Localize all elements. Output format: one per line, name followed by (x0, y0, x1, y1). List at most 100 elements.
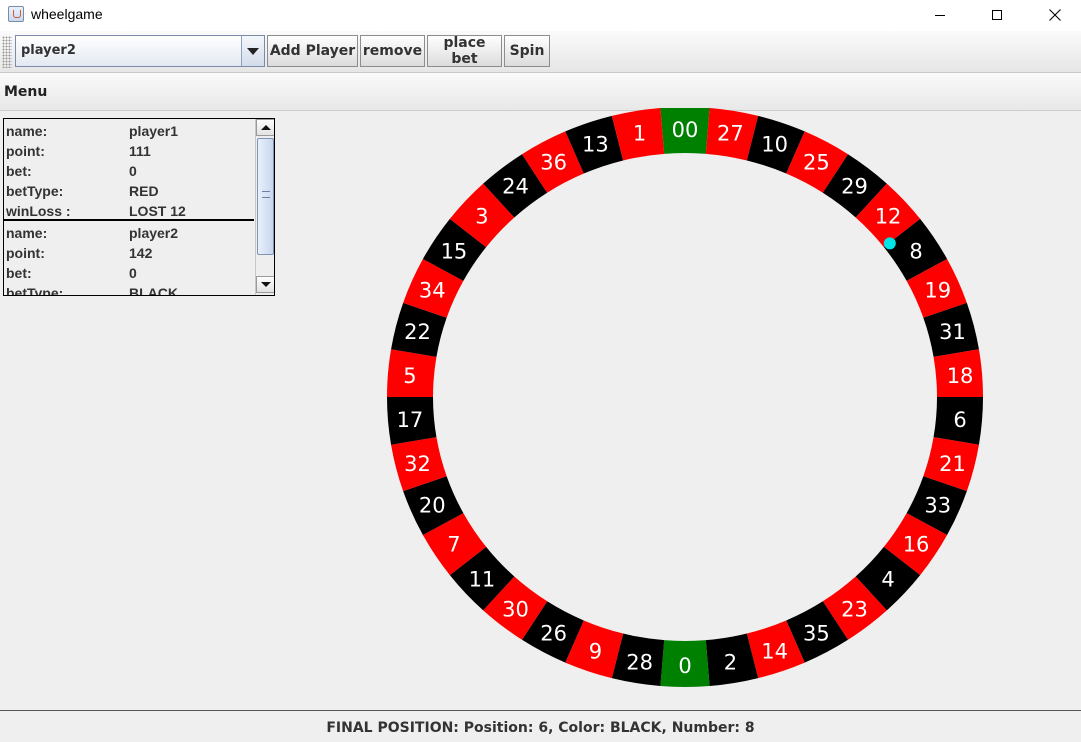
close-button[interactable] (1032, 0, 1078, 30)
wheel-number-label: 6 (953, 408, 966, 432)
maximize-button[interactable] (974, 0, 1020, 30)
bet-label: bet: (6, 265, 32, 281)
scroll-down-icon[interactable] (256, 276, 274, 293)
scroll-thumb[interactable] (257, 138, 274, 255)
wheel-pocket-12 (855, 183, 921, 248)
wheel-number-label: 20 (419, 494, 446, 518)
wheel-number-label: 15 (441, 239, 468, 263)
wheel-number-label: 12 (875, 204, 902, 228)
wheel-number-label: 0 (678, 654, 691, 678)
remove-button[interactable]: remove (360, 35, 425, 67)
wheel-number-label: 3 (475, 204, 488, 228)
player-winloss-row: winLoss : LOST 12 (6, 201, 252, 221)
scroll-up-icon[interactable] (256, 119, 274, 136)
wheel-pocket-3 (449, 183, 515, 248)
bettype-value: RED (129, 183, 159, 199)
wheel-pocket-14 (746, 620, 805, 679)
wheel-number-label: 13 (582, 133, 609, 157)
bettype-label: betType: (6, 183, 64, 199)
player-point-row: point: 142 (6, 243, 252, 263)
java-cup-icon (8, 6, 24, 22)
wheel-number-label: 30 (502, 597, 529, 621)
roulette-wheel: 00 27 102529128193118621331642335142028926… (387, 108, 983, 688)
wheel-number-label: 1 (633, 122, 646, 146)
wheel-number-label: 32 (404, 452, 431, 476)
player-select-value: player2 (21, 43, 76, 58)
wheel-pocket-36 (522, 131, 584, 193)
window-title: wheelgame (31, 6, 103, 22)
bet-value: 0 (129, 265, 137, 281)
player-bettype-row: betType: RED (6, 181, 252, 201)
wheel-number-label: 4 (881, 568, 894, 592)
player-select-dropdown[interactable]: player2 (15, 35, 265, 67)
wheel-pocket-13 (565, 115, 624, 174)
spin-button[interactable]: Spin (504, 35, 550, 67)
wheel-number-label: 2 (724, 650, 737, 674)
wheel-pocket-19 (906, 258, 967, 318)
name-label: name: (6, 225, 48, 241)
winloss-label: winLoss : (6, 203, 71, 219)
wheel-pocket-22 (391, 302, 447, 357)
wheel-pocket-29 (822, 154, 887, 218)
wheel-number-label: 23 (841, 597, 868, 621)
player-card: name: player1 point: 111 bet: 0 betType:… (4, 119, 254, 219)
status-text: FINAL POSITION: Position: 6, Color: BLAC… (326, 720, 755, 736)
wheel-pocket-7 (422, 513, 487, 576)
toolbar-grip-handle[interactable] (2, 36, 12, 68)
wheel-pocket-30 (483, 576, 548, 640)
wheel-number-label: 29 (841, 175, 868, 199)
player-bettype-row: betType: BLACK (6, 283, 252, 295)
wheel-number-label: 5 (403, 364, 416, 388)
point-label: point: (6, 143, 45, 159)
player-card: name: player2 point: 142 bet: 0 betType:… (4, 219, 254, 295)
wheel-pocket-32 (391, 437, 447, 492)
wheel-pocket-16 (883, 513, 948, 576)
wheel-pocket-28 (611, 633, 665, 687)
player-point-row: point: 111 (6, 141, 252, 161)
vertical-scrollbar[interactable] (255, 119, 274, 295)
bettype-label: betType: (6, 285, 64, 295)
wheel-pocket-33 (906, 476, 967, 536)
toolbar: player2 Add Player remove place bet Spin (0, 31, 1081, 73)
wheel-pocket-1 (611, 108, 665, 161)
wheel-pocket-8 (883, 218, 948, 281)
chevron-down-icon[interactable] (241, 36, 264, 66)
wheel-number-label: 11 (469, 568, 496, 592)
add-player-button[interactable]: Add Player (267, 35, 358, 67)
wheel-pocket-10 (746, 115, 805, 174)
status-bar: FINAL POSITION: Position: 6, Color: BLAC… (0, 710, 1081, 742)
wheel-number-label: 26 (540, 622, 567, 646)
wheel-pocket-17 (387, 397, 437, 445)
wheel-number-label: 21 (939, 452, 966, 476)
place-bet-button[interactable]: place bet (427, 35, 502, 67)
name-value: player2 (129, 225, 179, 241)
wheel-pocket-25 (786, 131, 848, 193)
menu-item[interactable]: Menu (4, 84, 48, 100)
minimize-button[interactable] (917, 0, 963, 30)
close-icon (1049, 9, 1061, 21)
wheel-number-label: 19 (924, 278, 951, 302)
wheel-pocket-26 (522, 601, 584, 663)
wheel-pocket-2 (705, 633, 759, 687)
player-bet-row: bet: 0 (6, 161, 252, 181)
roulette-ball (883, 237, 896, 250)
wheel-pocket-11 (449, 546, 515, 611)
player-list[interactable]: name: player1 point: 111 bet: 0 betType:… (4, 119, 254, 295)
menu-bar: Menu (0, 73, 1081, 111)
minimize-icon (935, 14, 945, 16)
name-label: name: (6, 123, 48, 139)
point-label: point: (6, 245, 45, 261)
wheel-number-label: 9 (589, 639, 602, 663)
wheel-number-label: 27 (717, 122, 744, 146)
player-name-row: name: player2 (6, 223, 252, 243)
player-name-row: name: player1 (6, 121, 252, 141)
wheel-number-label: 14 (761, 639, 788, 663)
bet-label: bet: (6, 163, 32, 179)
wheel-number-label: 8 (909, 239, 922, 263)
wheel-number-label: 36 (540, 150, 567, 174)
wheel-pocket-27 (705, 108, 759, 161)
wheel-pocket-24 (483, 154, 548, 218)
title-bar: wheelgame (0, 0, 1081, 31)
winloss-value: LOST 12 (129, 203, 186, 219)
point-value: 111 (129, 143, 151, 159)
